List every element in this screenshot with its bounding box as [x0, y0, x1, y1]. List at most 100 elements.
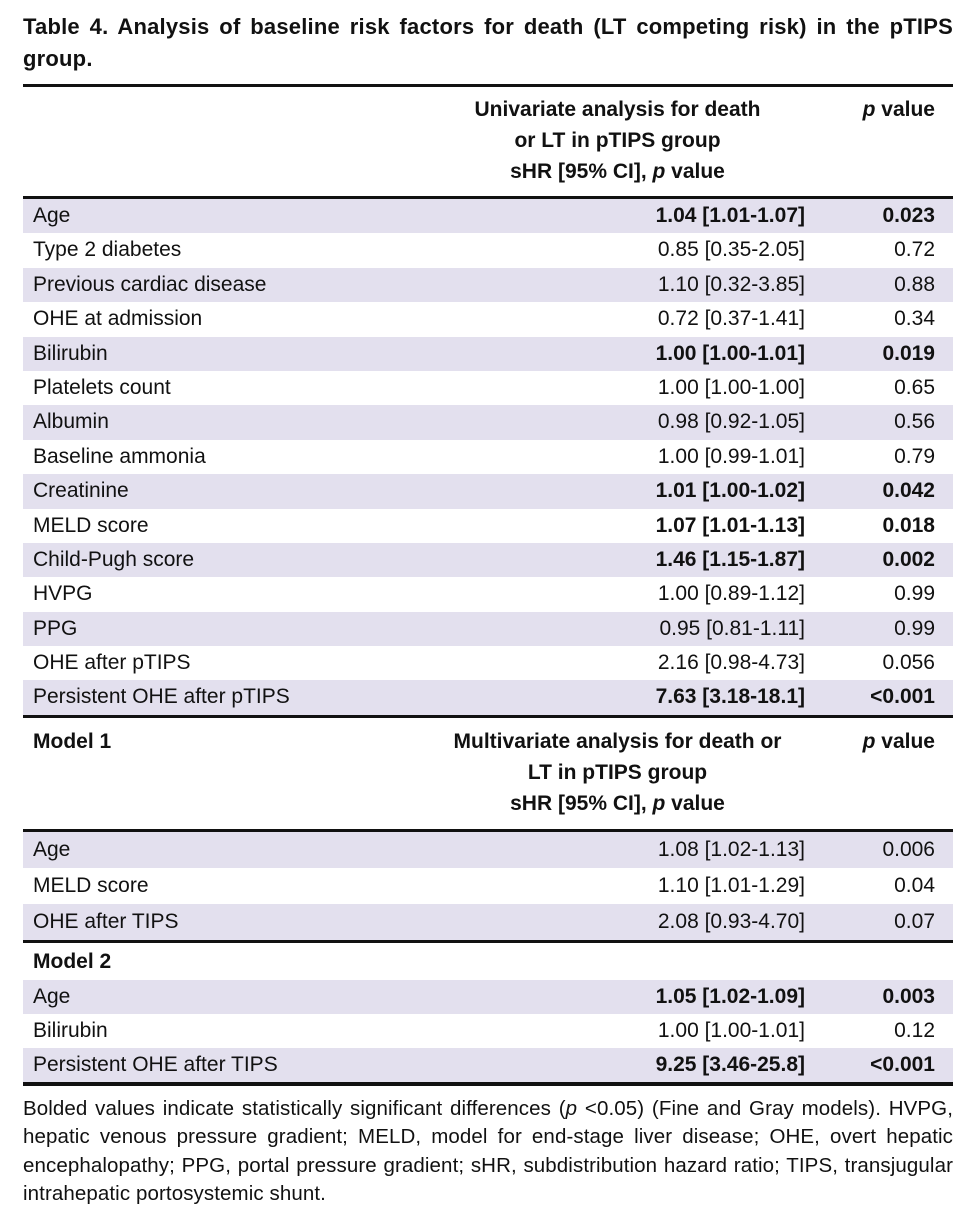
shr-ci-value: 1.08 [1.02-1.13] [657, 837, 805, 861]
model-2-header-row: Model 2 [23, 943, 953, 980]
model-1-header-row: Model 1 Multivariate analysis for death … [23, 718, 953, 829]
p-value: 0.56 [894, 410, 935, 434]
shr-ci-value: 1.00 [0.99-1.01] [657, 444, 805, 468]
shr-ci-value: 1.07 [1.01-1.13] [655, 513, 805, 537]
header-line: sHR [95% CI], p value [510, 791, 725, 815]
shr-ci-value: 1.00 [1.00-1.01] [655, 341, 805, 365]
row-label: Child-Pugh score [33, 547, 195, 571]
section-model-1: Model 1 Multivariate analysis for death … [23, 718, 953, 940]
header-line: or LT in pTIPS group [514, 129, 721, 152]
table-row: Persistent OHE after TIPS 9.25 [3.46-25.8… [23, 1047, 953, 1082]
model-1-label: Model 1 [33, 729, 112, 753]
p-value: 0.07 [894, 909, 935, 933]
p-value: <0.001 [870, 1052, 935, 1076]
row-label: Previous cardiac disease [33, 272, 267, 296]
p-value: 0.003 [882, 984, 935, 1008]
shr-ci-value: 0.98 [0.92-1.05] [657, 410, 805, 434]
model-2-label: Model 2 [33, 949, 112, 973]
p-value: 0.34 [894, 307, 935, 331]
p-value: 0.72 [894, 238, 935, 262]
row-label: OHE after TIPS [33, 909, 179, 933]
shr-ci-value: 1.00 [1.00-1.00] [657, 375, 805, 399]
rule-under-model-1-header [23, 828, 953, 832]
table-row: Age 1.05 [1.02-1.09] 0.003 [23, 979, 953, 1014]
row-label: Age [33, 204, 71, 227]
footnote: Bolded values indicate statistically sig… [23, 1096, 953, 1206]
table-row: Previous cardiac disease 1.10 [0.32-3.85]… [23, 267, 953, 303]
row-label: Bilirubin [33, 341, 108, 365]
table-row: OHE after pTIPS 2.16 [0.98-4.73] 0.056 [23, 646, 953, 680]
p-value: 0.042 [882, 479, 935, 503]
shr-ci-value: 1.00 [1.00-1.01] [657, 1018, 805, 1042]
table-row: Child-Pugh score 1.46 [1.15-1.87] 0.002 [23, 542, 953, 578]
model-1-rows: Age 1.08 [1.02-1.13] 0.006 MELD score 1.10 [… [23, 831, 953, 940]
p-value: 0.99 [894, 582, 935, 606]
table-row: Type 2 diabetes 0.85 [0.35-2.05] 0.72 [23, 233, 953, 267]
p-value: 0.12 [894, 1018, 935, 1042]
p-value: 0.79 [894, 444, 935, 468]
univariate-header-row: Univariate analysis for death or LT in pT… [23, 87, 953, 196]
row-label: Persistent OHE after TIPS [33, 1052, 278, 1076]
shr-ci-value: 2.16 [0.98-4.73] [657, 651, 805, 675]
p-value: 0.023 [882, 204, 935, 227]
p-value: 0.99 [894, 616, 935, 640]
header-line: LT in pTIPS group [527, 760, 708, 784]
header-line: Univariate analysis for death [474, 98, 761, 121]
shr-ci-value: 9.25 [3.46-25.8] [655, 1052, 805, 1076]
shr-ci-value: 0.72 [0.37-1.41] [657, 307, 805, 331]
p-value: 0.65 [894, 375, 935, 399]
header-p-value: p value [862, 729, 935, 753]
table-row: Platelets count 1.00 [1.00-1.00] 0.65 [23, 371, 953, 405]
table-row: Age 1.08 [1.02-1.13] 0.006 [23, 831, 953, 868]
table-row: Creatinine 1.01 [1.00-1.02] 0.042 [23, 474, 953, 509]
p-value: 0.04 [894, 873, 935, 897]
table-row: Bilirubin 1.00 [1.00-1.01] 0.12 [23, 1014, 953, 1048]
p-value: 0.056 [882, 651, 935, 675]
section-model-2: Model 2 Age 1.05 [1.02-1.09] 0.003 Bilirubi… [23, 943, 953, 1082]
p-value: <0.001 [870, 685, 935, 709]
row-label: PPG [33, 616, 78, 640]
shr-ci-value: 0.85 [0.35-2.05] [657, 238, 805, 262]
header-analysis-title: Multivariate analysis for death or LT in … [430, 726, 805, 819]
rule-under-univariate-header [23, 196, 953, 199]
p-value: 0.019 [882, 341, 935, 365]
table-row: Albumin 0.98 [0.92-1.05] 0.56 [23, 405, 953, 440]
row-label: Type 2 diabetes [33, 238, 182, 262]
shr-ci-value: 1.46 [1.15-1.87] [655, 547, 805, 571]
rule-above-model-1 [23, 714, 953, 718]
shr-ci-value: 1.01 [1.00-1.02] [655, 479, 805, 503]
table-row: HVPG 1.00 [0.89-1.12] 0.99 [23, 577, 953, 611]
row-label: Bilirubin [33, 1018, 108, 1042]
row-label: HVPG [33, 582, 93, 606]
row-label: Age [33, 837, 71, 861]
shr-ci-value: 1.00 [0.89-1.12] [657, 582, 805, 606]
row-label: MELD score [33, 873, 149, 897]
p-value: 0.006 [882, 837, 935, 861]
row-label: MELD score [33, 513, 149, 537]
table-row: OHE at admission 0.72 [0.37-1.41] 0.34 [23, 302, 953, 336]
table-row: MELD score 1.10 [1.01-1.29] 0.04 [23, 868, 953, 904]
row-label: Albumin [33, 410, 109, 434]
shr-ci-value: 0.95 [0.81-1.11] [659, 616, 805, 640]
table-row: PPG 0.95 [0.81-1.11] 0.99 [23, 611, 953, 647]
p-value: 0.88 [894, 272, 935, 296]
header-analysis-title: Univariate analysis for death or LT in pT… [430, 94, 805, 187]
section-univariate: Univariate analysis for death or LT in pT… [23, 87, 953, 715]
shr-ci-value: 7.63 [3.18-18.1] [655, 685, 805, 709]
table-row: Persistent OHE after pTIPS 7.63 [3.18-18.… [23, 680, 953, 715]
row-label: OHE at admission [33, 307, 203, 331]
table-row: OHE after TIPS 2.08 [0.93-4.70] 0.07 [23, 903, 953, 940]
rule-top [23, 84, 953, 87]
shr-ci-value: 1.05 [1.02-1.09] [655, 984, 805, 1008]
univariate-rows: Age 1.04 [1.01-1.07] 0.023 Type 2 diabetes 0… [23, 199, 953, 715]
shr-ci-value: 1.10 [1.01-1.29] [657, 873, 805, 897]
header-p-value: p value [862, 98, 935, 121]
shr-ci-value: 2.08 [0.93-4.70] [657, 909, 805, 933]
table-row: Age 1.04 [1.01-1.07] 0.023 [23, 199, 953, 234]
model-2-rows: Age 1.05 [1.02-1.09] 0.003 Bilirubin 1.00 [1… [23, 979, 953, 1082]
p-value: 0.018 [882, 513, 935, 537]
row-label: Creatinine [33, 479, 129, 503]
row-label: Age [33, 984, 71, 1008]
table-row: MELD score 1.07 [1.01-1.13] 0.018 [23, 509, 953, 543]
